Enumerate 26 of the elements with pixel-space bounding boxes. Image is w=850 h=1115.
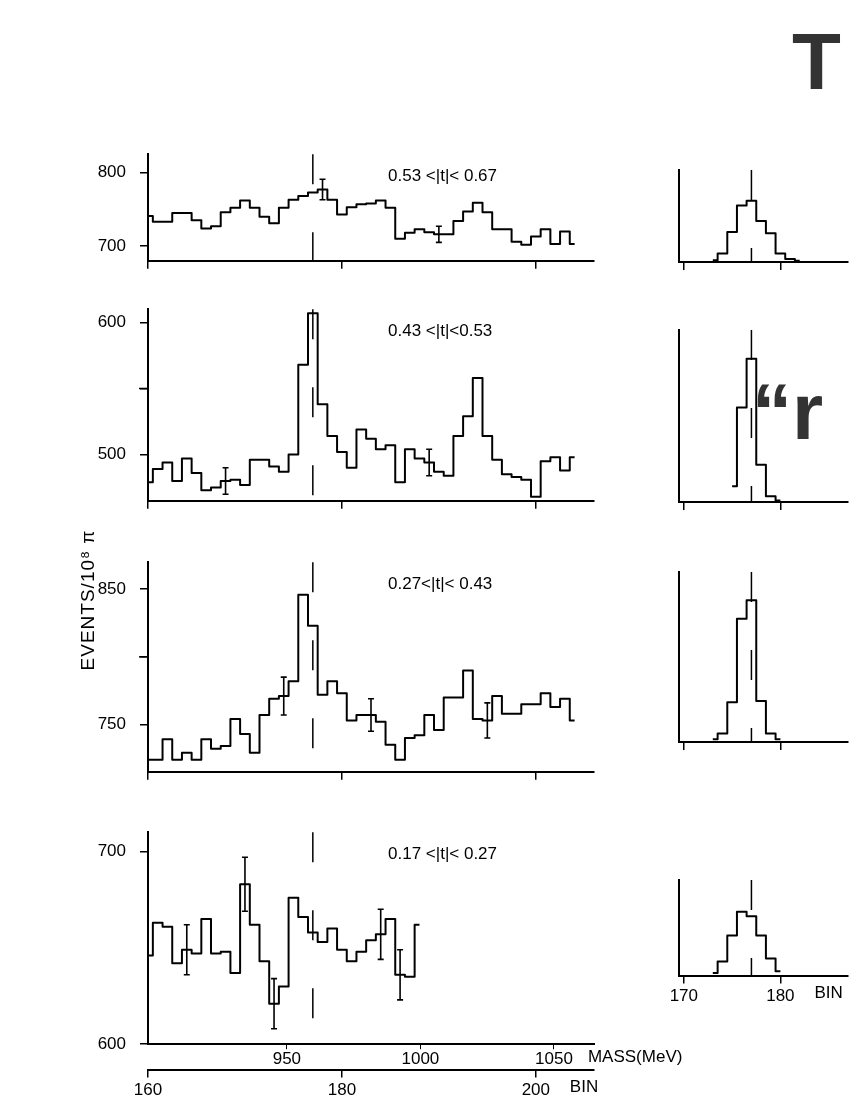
x2-tick-label: 1050 xyxy=(535,1049,573,1069)
text: T xyxy=(792,17,841,106)
annotation: “r xyxy=(752,367,824,456)
x-tick-label: 170 xyxy=(669,986,699,1006)
x-tick-label: 180 xyxy=(327,1080,357,1100)
y-tick-label: 700 xyxy=(97,841,126,861)
x-tick-label: 160 xyxy=(133,1080,163,1100)
text: 0.17 <|t|< 0.27 xyxy=(388,843,498,863)
y-tick-label: 600 xyxy=(97,1033,126,1053)
y-tick-label: 700 xyxy=(97,235,126,255)
x-tick-label: 200 xyxy=(521,1080,551,1100)
x2-tick-label: 950 xyxy=(272,1049,302,1069)
text: 0.53 <|t|< 0.67 xyxy=(388,165,498,185)
y-tick-label: 750 xyxy=(97,714,126,734)
x-axis-title: BIN xyxy=(569,1077,599,1097)
y-axis-title: EVENTS/10⁸ π xyxy=(77,529,98,671)
x2-tick-label: 1000 xyxy=(401,1049,440,1069)
y-tick-label: 600 xyxy=(97,312,126,332)
text: 0.27<|t|< 0.43 xyxy=(388,573,493,593)
x2-axis-title: MASS(MeV) xyxy=(587,1046,683,1066)
y-tick-label: 500 xyxy=(97,444,126,464)
x-axis-title: BIN xyxy=(814,983,843,1003)
y-tick-label: 850 xyxy=(97,578,126,598)
x-tick-label: 180 xyxy=(766,986,795,1006)
y-tick-label: 800 xyxy=(97,162,126,182)
text: 0.43 <|t|<0.53 xyxy=(388,320,493,340)
